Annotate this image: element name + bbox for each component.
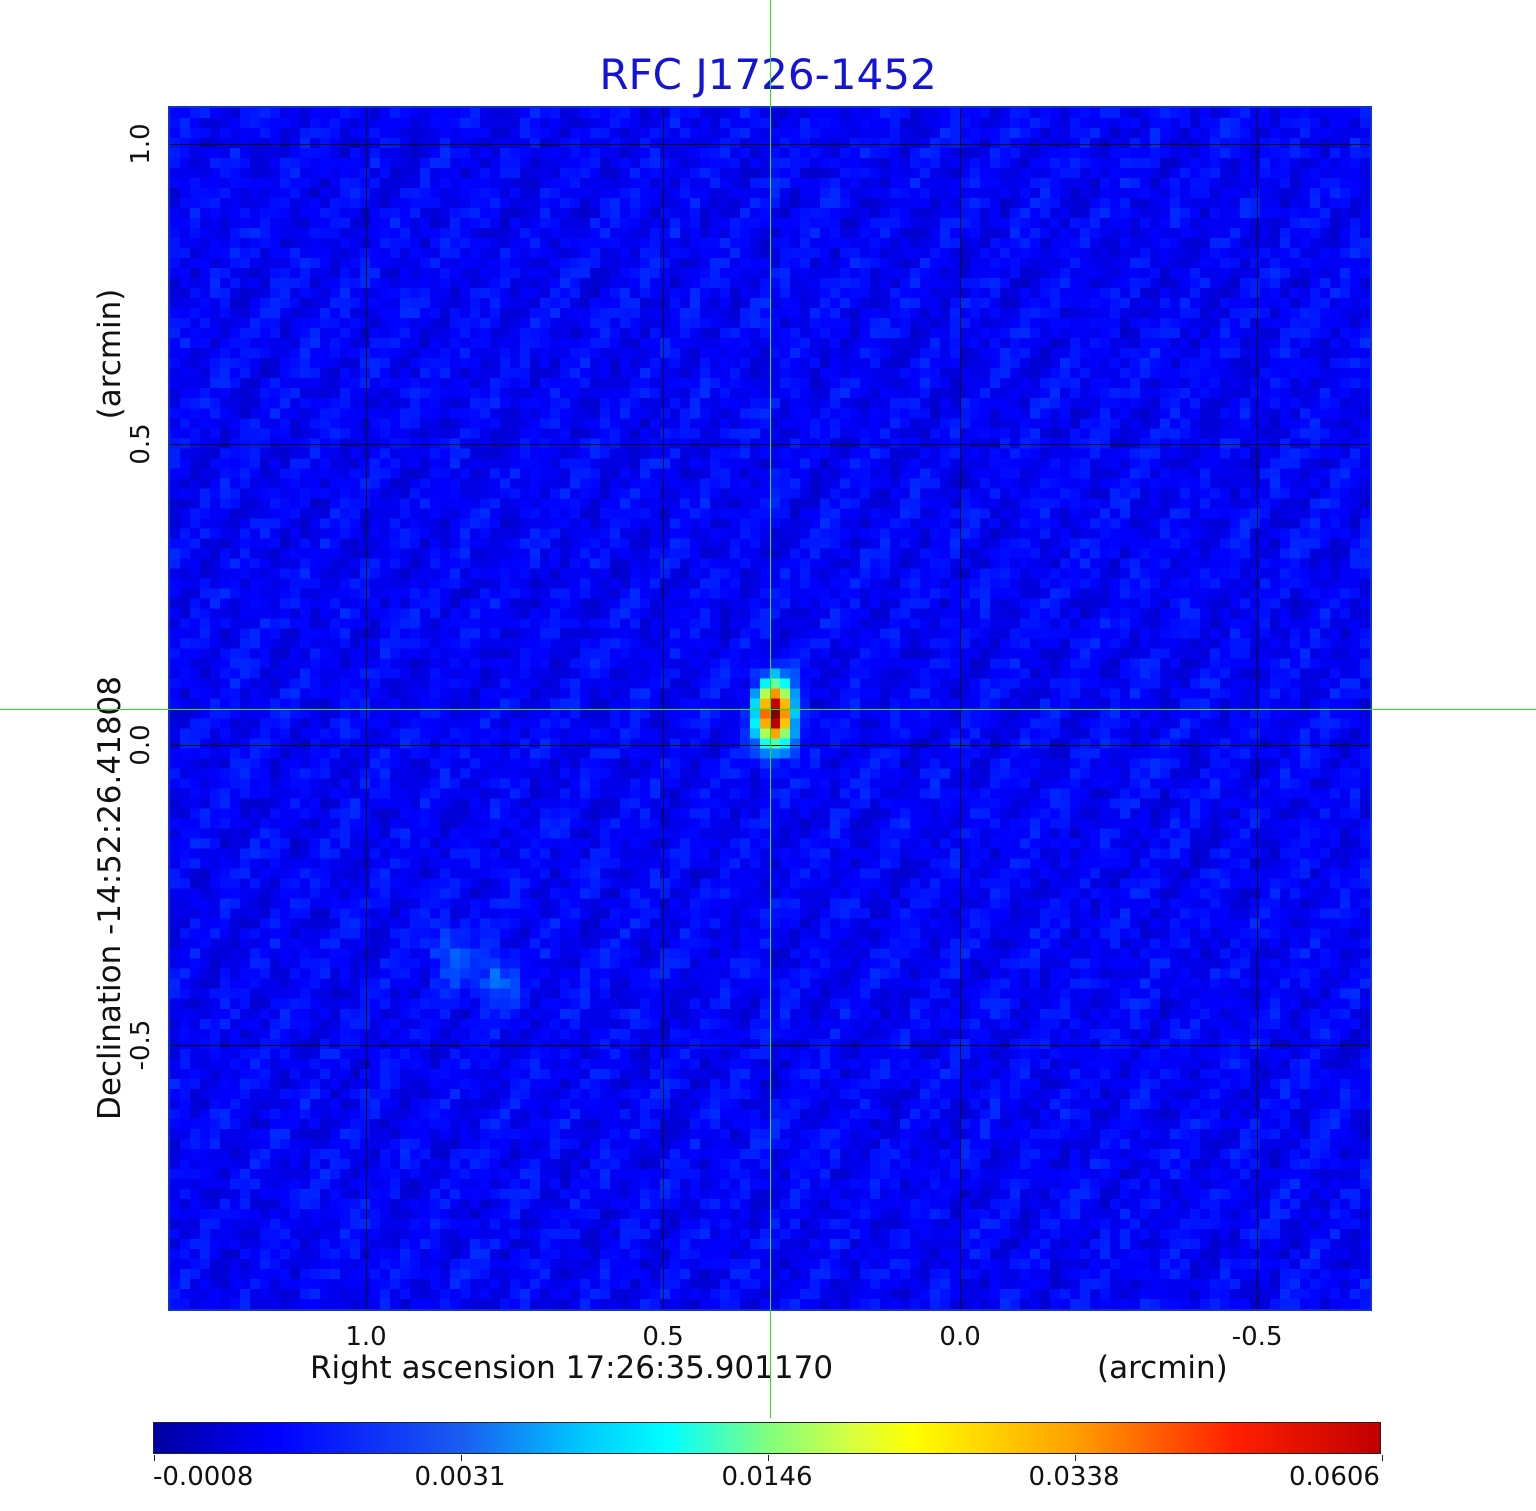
colorbar-tick (1382, 1455, 1383, 1461)
grid-line-x (960, 108, 962, 1309)
x-tick-label: 1.0 (345, 1322, 387, 1352)
y-tick-label: 1.0 (126, 123, 156, 165)
crosshair-horizontal (0, 709, 1536, 710)
x-tick-label: 0.5 (642, 1322, 684, 1352)
colorbar-tick (1075, 1455, 1076, 1461)
x-tick-label: -0.5 (1231, 1322, 1283, 1352)
colorbar-tick-label: 0.0146 (721, 1462, 813, 1492)
x-axis-unit: (arcmin) (1097, 1350, 1228, 1386)
chart-title: RFC J1726-1452 (599, 50, 937, 99)
y-axis-unit: (arcmin) (92, 288, 128, 420)
x-tick-label: 0.0 (939, 1322, 981, 1352)
x-axis-label: Right ascension 17:26:35.901170 (310, 1350, 834, 1386)
colorbar-tick-label: 0.0606 (1289, 1462, 1380, 1492)
colorbar-tick-label: -0.0008 (153, 1462, 254, 1492)
crosshair-vertical (770, 0, 771, 1418)
grid-line-x (663, 108, 665, 1309)
colorbar-tick (461, 1455, 462, 1461)
colorbar (153, 1422, 1383, 1461)
grid-line-x (366, 108, 368, 1309)
grid-line-x (1257, 108, 1259, 1309)
colorbar-tick (768, 1455, 769, 1461)
colorbar-tick (154, 1455, 155, 1461)
colorbar-tick-label: 0.0338 (1028, 1462, 1120, 1492)
y-tick-label: -0.5 (126, 1019, 156, 1071)
y-tick-label: 0.0 (126, 723, 156, 766)
colorbar-tick-label: 0.0031 (414, 1462, 506, 1492)
y-axis-label: Declination -14:52:26.41808 (92, 676, 128, 1120)
y-tick-label: 0.5 (126, 423, 156, 465)
